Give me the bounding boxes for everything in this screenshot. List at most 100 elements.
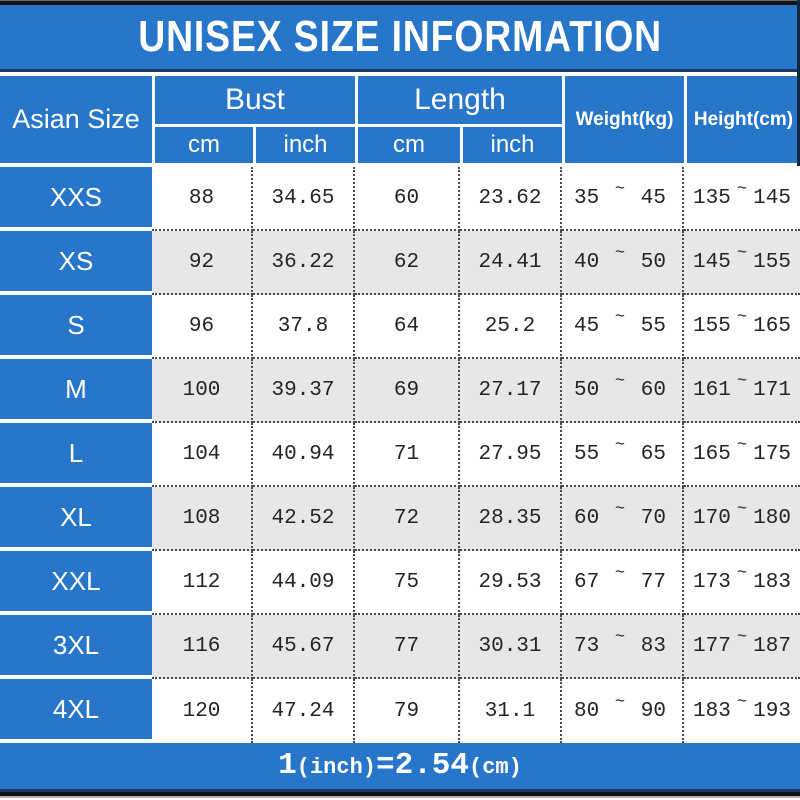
bust-inch-value: 39.37: [253, 359, 355, 423]
tilde-separator: ~: [614, 243, 626, 263]
bust-inch-value: 34.65: [253, 167, 355, 231]
weight-max: 60: [640, 378, 666, 402]
header-asian-size: Asian Size: [0, 76, 152, 163]
bust-cm-value: 116: [152, 615, 253, 679]
footer-equals-sign: =: [375, 748, 395, 783]
weight-range: 50 ~ 60: [562, 359, 684, 423]
tilde-separator: ~: [736, 627, 748, 647]
table-body: XXS 88 34.65 60 23.62 35 ~ 45 135 ~ 145 …: [0, 167, 800, 743]
footer-cm-value: 2.54: [394, 748, 470, 783]
length-inch-value: 25.2: [460, 295, 562, 359]
length-cm-value: 69: [355, 359, 460, 423]
height-min: 145: [693, 250, 731, 274]
table-header: Asian Size Bust Length cm inch cm inch W…: [0, 76, 800, 163]
right-edge-border: [797, 0, 800, 166]
bust-inch-value: 40.94: [253, 423, 355, 487]
header-bust-inch: inch: [256, 127, 355, 163]
weight-range: 60 ~ 70: [562, 487, 684, 551]
height-max: 155: [753, 250, 791, 274]
weight-min: 40: [574, 250, 600, 274]
weight-max: 55: [640, 314, 666, 338]
length-cm-value: 79: [355, 679, 460, 743]
tilde-separator: ~: [736, 307, 748, 327]
bust-cm-value: 96: [152, 295, 253, 359]
weight-min: 45: [574, 314, 600, 338]
title-banner: UNISEX SIZE INFORMATION: [0, 5, 800, 72]
height-min: 173: [693, 570, 731, 594]
size-label: M: [0, 359, 152, 423]
footer-cm-unit: (cm): [469, 755, 522, 780]
table-row: XL 108 42.52 72 28.35 60 ~ 70 170 ~ 180: [0, 487, 800, 551]
length-cm-value: 71: [355, 423, 460, 487]
footer-note: 1 (inch) = 2.54 (cm): [0, 743, 800, 789]
height-range: 155 ~ 165: [684, 295, 800, 359]
height-max: 180: [753, 506, 791, 530]
tilde-separator: ~: [614, 627, 626, 647]
weight-range: 67 ~ 77: [562, 551, 684, 615]
table-row: L 104 40.94 71 27.95 55 ~ 65 165 ~ 175: [0, 423, 800, 487]
height-range: 173 ~ 183: [684, 551, 800, 615]
height-min: 135: [693, 186, 731, 210]
height-range: 170 ~ 180: [684, 487, 800, 551]
footer-inch-value: 1: [278, 748, 297, 783]
weight-min: 55: [574, 442, 600, 466]
bust-cm-value: 112: [152, 551, 253, 615]
height-max: 193: [753, 699, 791, 723]
tilde-separator: ~: [614, 307, 626, 327]
bust-cm-value: 92: [152, 231, 253, 295]
bust-cm-value: 100: [152, 359, 253, 423]
length-inch-value: 30.31: [460, 615, 562, 679]
height-min: 183: [693, 699, 731, 723]
height-range: 165 ~ 175: [684, 423, 800, 487]
header-length-inch: inch: [463, 127, 562, 163]
weight-max: 90: [640, 699, 666, 723]
header-bust-cm: cm: [155, 127, 253, 163]
length-inch-value: 23.62: [460, 167, 562, 231]
table-row: S 96 37.8 64 25.2 45 ~ 55 155 ~ 165: [0, 295, 800, 359]
weight-max: 77: [640, 570, 666, 594]
size-label: S: [0, 295, 152, 359]
header-bust: Bust: [155, 76, 355, 124]
weight-range: 55 ~ 65: [562, 423, 684, 487]
height-range: 135 ~ 145: [684, 167, 800, 231]
height-max: 171: [753, 378, 791, 402]
bottom-gray-line: [0, 796, 800, 798]
length-inch-value: 29.53: [460, 551, 562, 615]
tilde-separator: ~: [736, 243, 748, 263]
height-max: 145: [753, 186, 791, 210]
weight-max: 70: [640, 506, 666, 530]
bust-inch-value: 42.52: [253, 487, 355, 551]
weight-min: 35: [574, 186, 600, 210]
height-max: 165: [753, 314, 791, 338]
length-inch-value: 24.41: [460, 231, 562, 295]
table-row: XXL 112 44.09 75 29.53 67 ~ 77 173 ~ 183: [0, 551, 800, 615]
bust-inch-value: 36.22: [253, 231, 355, 295]
table-row: M 100 39.37 69 27.17 50 ~ 60 161 ~ 171: [0, 359, 800, 423]
page-title: UNISEX SIZE INFORMATION: [138, 12, 662, 61]
footer-inch-unit: (inch): [296, 755, 376, 780]
bust-inch-value: 44.09: [253, 551, 355, 615]
weight-range: 45 ~ 55: [562, 295, 684, 359]
height-range: 145 ~ 155: [684, 231, 800, 295]
weight-max: 83: [640, 634, 666, 658]
tilde-separator: ~: [736, 692, 748, 712]
height-range: 177 ~ 187: [684, 615, 800, 679]
length-cm-value: 64: [355, 295, 460, 359]
tilde-separator: ~: [614, 371, 626, 391]
weight-min: 67: [574, 570, 600, 594]
size-label: 3XL: [0, 615, 152, 679]
weight-max: 45: [640, 186, 666, 210]
tilde-separator: ~: [614, 692, 626, 712]
height-min: 161: [693, 378, 731, 402]
tilde-separator: ~: [736, 371, 748, 391]
height-max: 187: [753, 634, 791, 658]
tilde-separator: ~: [614, 563, 626, 583]
tilde-separator: ~: [736, 435, 748, 455]
length-inch-value: 27.95: [460, 423, 562, 487]
weight-min: 80: [574, 699, 600, 723]
table-row: 3XL 116 45.67 77 30.31 73 ~ 83 177 ~ 187: [0, 615, 800, 679]
bottom-border-bar: [0, 792, 800, 796]
size-label: XXS: [0, 167, 152, 231]
tilde-separator: ~: [614, 179, 626, 199]
